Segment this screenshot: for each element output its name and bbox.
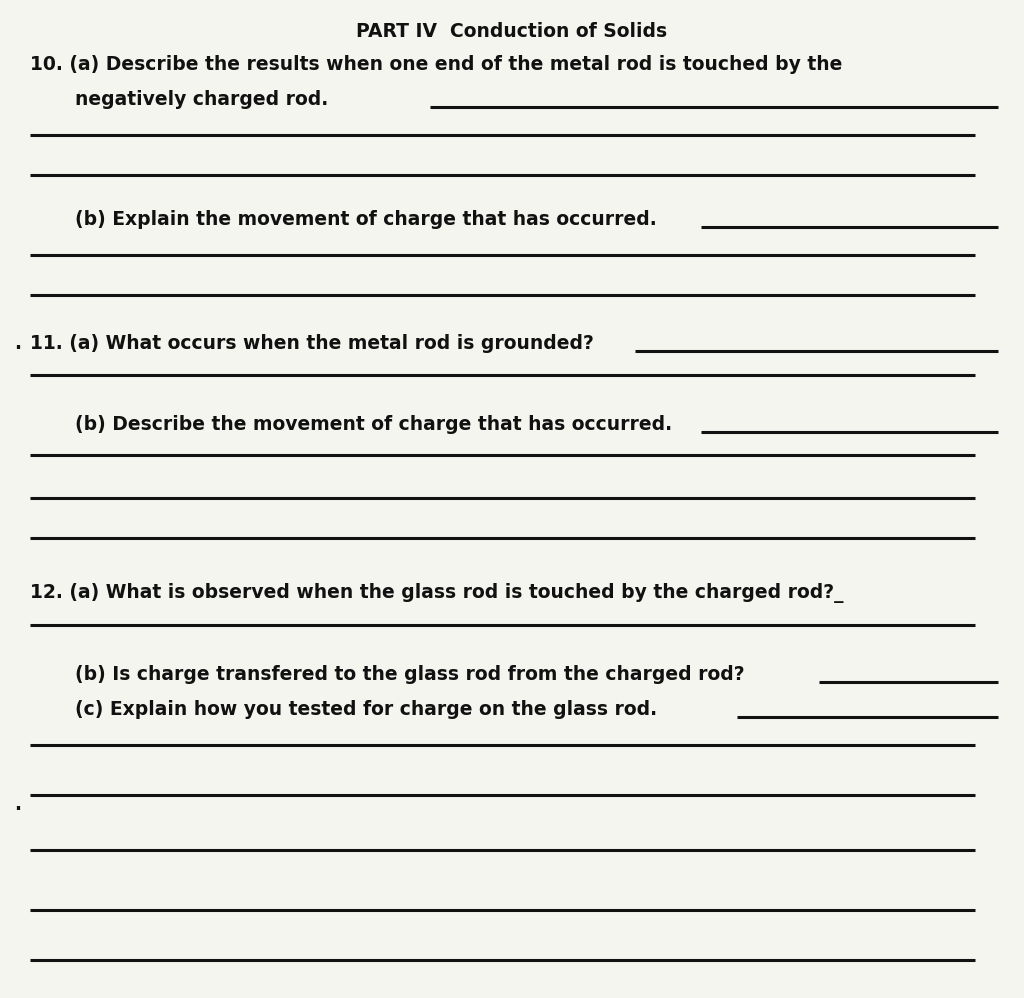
Text: (b) Describe the movement of charge that has occurred.: (b) Describe the movement of charge that… [75,415,672,434]
Text: 11. (a) What occurs when the metal rod is grounded?: 11. (a) What occurs when the metal rod i… [30,334,594,353]
Text: (c) Explain how you tested for charge on the glass rod.: (c) Explain how you tested for charge on… [75,700,657,719]
Text: (b) Explain the movement of charge that has occurred.: (b) Explain the movement of charge that … [75,210,656,229]
Text: negatively charged rod.: negatively charged rod. [75,90,329,109]
Text: PART IV  Conduction of Solids: PART IV Conduction of Solids [356,22,668,41]
Text: (b) Is charge transfered to the glass rod from the charged rod?: (b) Is charge transfered to the glass ro… [75,665,744,684]
Text: .: . [14,334,22,353]
Text: 10. (a) Describe the results when one end of the metal rod is touched by the: 10. (a) Describe the results when one en… [30,55,843,74]
Text: .: . [14,795,22,814]
Text: 12. (a) What is observed when the glass rod is touched by the charged rod?_: 12. (a) What is observed when the glass … [30,583,844,603]
